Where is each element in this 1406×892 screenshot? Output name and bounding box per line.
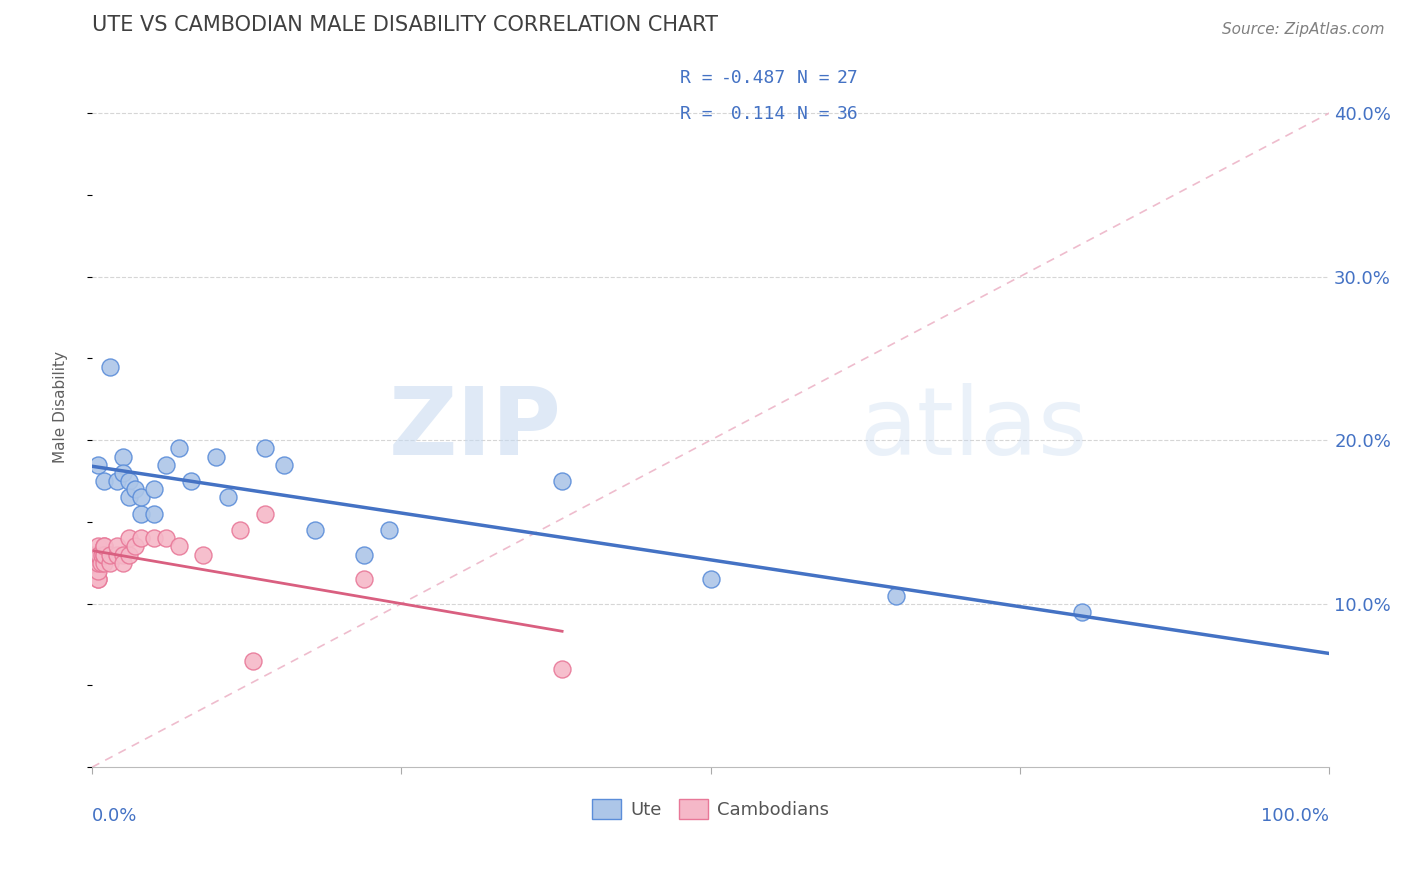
Point — [124, 482, 146, 496]
Point — [180, 474, 202, 488]
Point — [87, 548, 110, 562]
Text: 36: 36 — [837, 105, 859, 123]
Text: Source: ZipAtlas.com: Source: ZipAtlas.com — [1222, 22, 1385, 37]
Point — [304, 523, 326, 537]
Point — [131, 507, 153, 521]
Text: 0.0%: 0.0% — [91, 807, 138, 825]
Point — [93, 556, 115, 570]
Point — [699, 572, 721, 586]
Point — [87, 564, 110, 578]
Point — [193, 548, 215, 562]
Text: atlas: atlas — [859, 383, 1087, 475]
Point — [353, 548, 375, 562]
Point — [111, 556, 134, 570]
Point — [90, 548, 112, 562]
Point — [87, 540, 110, 554]
Point — [87, 572, 110, 586]
Point — [167, 540, 190, 554]
Legend: Ute, Cambodians: Ute, Cambodians — [585, 792, 837, 827]
Point — [87, 458, 110, 472]
Point — [100, 556, 122, 570]
Point — [93, 548, 115, 562]
Point — [87, 556, 110, 570]
Text: R =: R = — [679, 69, 723, 87]
Text: Male Disability: Male Disability — [53, 351, 69, 464]
Text: N =: N = — [797, 105, 841, 123]
Point — [131, 491, 153, 505]
Point — [100, 548, 122, 562]
Point — [118, 531, 141, 545]
Text: -0.487: -0.487 — [720, 69, 786, 87]
Point — [155, 531, 177, 545]
Point — [105, 548, 128, 562]
Point — [378, 523, 401, 537]
Text: 100.0%: 100.0% — [1261, 807, 1329, 825]
Point — [155, 458, 177, 472]
Point — [142, 507, 165, 521]
Point — [167, 442, 190, 456]
Point — [142, 482, 165, 496]
Point — [93, 474, 115, 488]
Text: UTE VS CAMBODIAN MALE DISABILITY CORRELATION CHART: UTE VS CAMBODIAN MALE DISABILITY CORRELA… — [91, 15, 718, 35]
Text: R =: R = — [679, 105, 723, 123]
Point — [204, 450, 226, 464]
Point — [89, 548, 111, 562]
Point — [254, 442, 277, 456]
Point — [84, 556, 107, 570]
Point — [90, 556, 112, 570]
Point — [86, 564, 108, 578]
Point — [93, 540, 115, 554]
Point — [254, 507, 277, 521]
Point — [551, 662, 574, 676]
Text: 0.114: 0.114 — [720, 105, 786, 123]
Point — [884, 589, 907, 603]
Point — [242, 654, 264, 668]
Point — [111, 466, 134, 480]
Point — [1070, 605, 1092, 619]
Point — [273, 458, 295, 472]
Point — [217, 491, 239, 505]
Point — [100, 359, 122, 374]
Point — [111, 548, 134, 562]
Point — [93, 540, 115, 554]
Point — [551, 474, 574, 488]
Point — [105, 474, 128, 488]
Point — [111, 450, 134, 464]
Point — [124, 540, 146, 554]
Point — [87, 572, 110, 586]
Point — [83, 548, 105, 562]
Text: 27: 27 — [837, 69, 859, 87]
Point — [118, 474, 141, 488]
Text: N =: N = — [797, 69, 841, 87]
Point — [118, 491, 141, 505]
Point — [353, 572, 375, 586]
Point — [142, 531, 165, 545]
Text: ZIP: ZIP — [389, 383, 562, 475]
Point — [105, 540, 128, 554]
Point — [93, 548, 115, 562]
Point — [229, 523, 252, 537]
Point — [118, 548, 141, 562]
Point — [131, 531, 153, 545]
